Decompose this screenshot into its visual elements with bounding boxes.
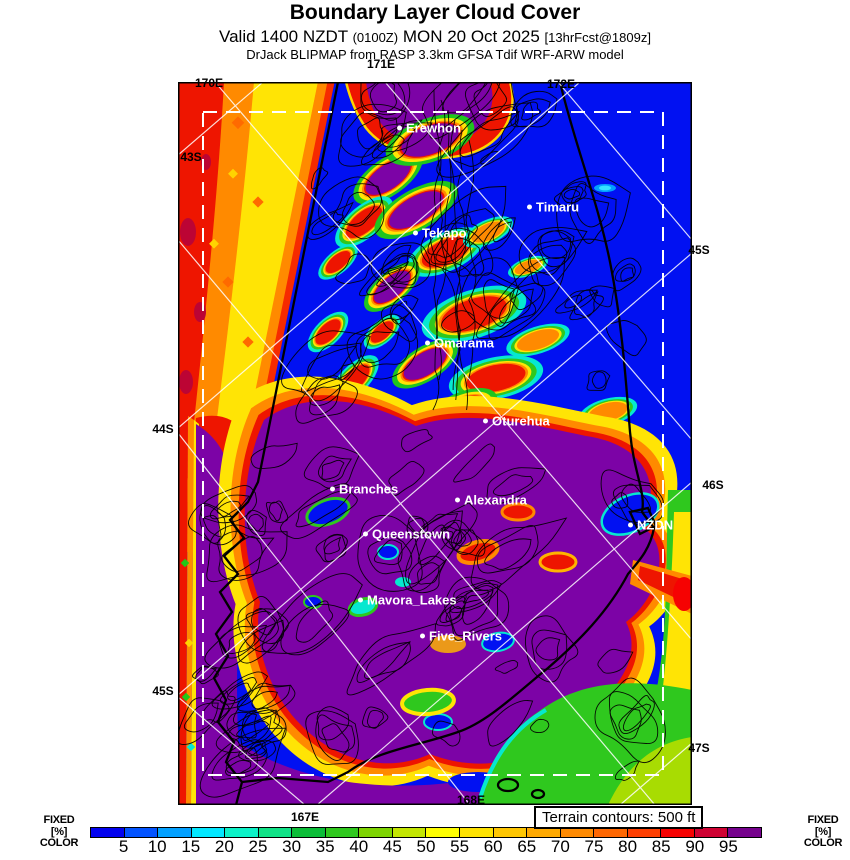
southern-overcast-mass xyxy=(218,376,687,805)
terrain-contour-note: Terrain contours: 500 ft xyxy=(534,806,704,829)
colorbar-tick: 60 xyxy=(483,837,503,856)
axis-label-45s: 45S xyxy=(688,243,710,257)
utc-time: (0100Z) xyxy=(352,30,399,45)
colorbar-tick: 90 xyxy=(685,837,705,856)
axis-label-43s: 43S xyxy=(180,150,202,164)
cloud-cover-colorbar xyxy=(90,827,762,838)
city-dot xyxy=(397,125,402,131)
colorbar-tick: 65 xyxy=(517,837,537,856)
city-label: Queenstown xyxy=(372,526,451,542)
city-marker-oturehua: Oturehua xyxy=(483,414,550,429)
axis-label-47s: 47S xyxy=(688,741,710,755)
city-dot xyxy=(628,522,633,528)
city-label: Tekapo xyxy=(422,225,467,241)
southern-mass-details xyxy=(303,496,578,792)
valid-time: Valid 1400 NZDT xyxy=(219,27,353,46)
city-marker-tekapo: Tekapo xyxy=(413,226,467,241)
axis-label-170e: 170E xyxy=(194,76,224,90)
colorbar-tick: 85 xyxy=(651,837,671,856)
colorbar-tick: 45 xyxy=(382,837,402,856)
map-border xyxy=(178,82,692,805)
map-raster xyxy=(178,82,692,805)
city-marker-erewhon: Erewhon xyxy=(397,121,461,136)
city-dot xyxy=(330,486,335,492)
fixed-color-label-right: FIXED [%] COLOR xyxy=(792,814,850,850)
fixed-color-label-line: [%] xyxy=(50,825,68,838)
axis-label-46s: 46S xyxy=(702,478,724,492)
colorbar-tick: 55 xyxy=(450,837,470,856)
city-marker-queenstown: Queenstown xyxy=(363,527,450,542)
city-label: Five_Rivers xyxy=(429,628,502,644)
city-marker-five-rivers: Five_Rivers xyxy=(420,629,502,644)
colorbar-tick: 30 xyxy=(282,837,302,856)
forecast-map: Erewhon Timaru Tekapo Omarama Oturehua Branch… xyxy=(178,82,692,805)
city-marker-mavora-lakes: Mavora_Lakes xyxy=(358,593,457,608)
fixed-color-label-left: FIXED [%] COLOR xyxy=(28,814,90,850)
page-title: Boundary Layer Cloud Cover xyxy=(289,1,581,24)
city-dot xyxy=(455,497,460,503)
city-label: Mavora_Lakes xyxy=(367,592,457,608)
fixed-color-label-line: COLOR xyxy=(39,837,79,849)
colorbar-tick: 10 xyxy=(147,837,167,856)
valid-time-line: Valid 1400 NZDT (0100Z) MON 20 Oct 2025 … xyxy=(10,27,850,47)
city-dot xyxy=(527,204,532,210)
city-marker-alexandra: Alexandra xyxy=(455,493,527,508)
city-label: Omarama xyxy=(434,335,494,351)
city-marker-branches: Branches xyxy=(330,482,398,497)
axis-label-45s: 45S xyxy=(152,684,174,698)
colorbar-tick: 50 xyxy=(416,837,436,856)
colorbar-tick: 15 xyxy=(181,837,201,856)
colorbar-tick: 95 xyxy=(718,837,738,856)
terrain-contours xyxy=(178,82,666,798)
axis-label-167e: 167E xyxy=(290,810,320,824)
city-dot xyxy=(425,340,430,346)
valid-date: MON 20 Oct 2025 xyxy=(398,27,545,46)
colorbar-tick: 75 xyxy=(584,837,604,856)
axis-label-171e: 171E xyxy=(366,57,396,71)
city-dot xyxy=(413,230,418,236)
model-description: DrJack BLIPMAP from RASP 3.3km GFSA Tdif… xyxy=(246,47,624,62)
city-label: NZDN xyxy=(637,517,674,533)
axis-label-168e: 168E xyxy=(456,793,486,807)
forecast-cycle: [13hrFcst@1809z] xyxy=(544,30,651,45)
city-marker-nzdn: NZDN xyxy=(628,518,673,533)
city-label: Timaru xyxy=(536,199,580,215)
city-dot xyxy=(363,531,368,537)
city-dot xyxy=(420,633,425,639)
city-dot xyxy=(483,418,488,424)
colorbar-tick: 5 xyxy=(118,837,129,856)
city-label: Oturehua xyxy=(492,413,550,429)
fixed-color-label-line: FIXED xyxy=(43,814,75,826)
city-marker-omarama: Omarama xyxy=(425,336,494,351)
city-label: Branches xyxy=(339,481,399,497)
city-label: Alexandra xyxy=(464,492,527,508)
colorbar-tick: 40 xyxy=(349,837,369,856)
colorbar-segment-19 xyxy=(727,827,762,838)
lat-lon-graticule xyxy=(178,82,692,805)
city-label: Erewhon xyxy=(406,120,461,136)
fixed-color-label-line: FIXED xyxy=(807,814,839,826)
colorbar-tick: 25 xyxy=(248,837,268,856)
city-dot xyxy=(358,597,363,603)
colorbar-tick: 80 xyxy=(618,837,638,856)
coastline xyxy=(212,82,658,805)
fixed-color-label-line: [%] xyxy=(814,825,832,838)
axis-label-172e: 172E xyxy=(546,77,576,91)
offshore-cyan-spot xyxy=(594,184,616,192)
city-marker-timaru: Timaru xyxy=(527,200,579,215)
colorbar-tick: 20 xyxy=(214,837,234,856)
colorbar-tick: 35 xyxy=(315,837,335,856)
fixed-color-label-line: COLOR xyxy=(803,837,843,849)
inner-domain-outline xyxy=(202,111,664,776)
axis-label-44s: 44S xyxy=(152,422,174,436)
colorbar-tick: 70 xyxy=(550,837,570,856)
